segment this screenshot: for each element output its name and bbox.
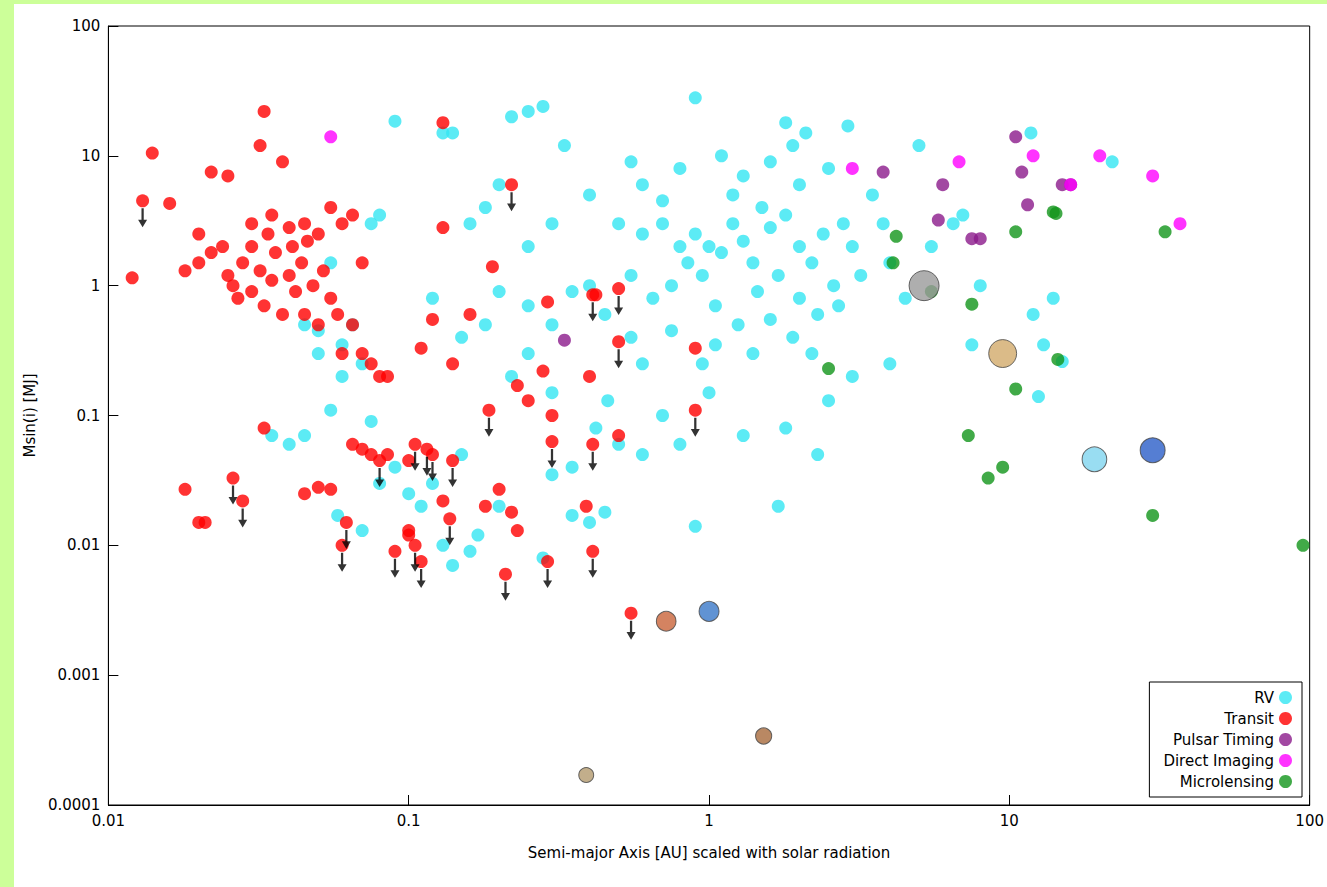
svg-text:100: 100 (1295, 812, 1324, 830)
svg-text:Msin(i) [MJ]: Msin(i) [MJ] (21, 373, 39, 457)
svg-text:Pulsar Timing: Pulsar Timing (1173, 731, 1274, 749)
svg-text:10: 10 (1000, 812, 1019, 830)
svg-text:Direct Imaging: Direct Imaging (1163, 752, 1274, 770)
svg-text:1: 1 (704, 812, 714, 830)
svg-text:10: 10 (81, 147, 100, 165)
svg-text:0.1: 0.1 (77, 407, 101, 425)
svg-text:0.01: 0.01 (92, 812, 125, 830)
svg-text:Semi-major Axis [AU] scaled wi: Semi-major Axis [AU] scaled with solar r… (528, 844, 890, 862)
svg-text:0.001: 0.001 (57, 666, 100, 684)
svg-text:0.1: 0.1 (397, 812, 421, 830)
svg-text:0.01: 0.01 (67, 536, 100, 554)
svg-text:0.0001: 0.0001 (47, 796, 101, 814)
svg-text:100: 100 (72, 17, 101, 35)
svg-text:RV: RV (1254, 689, 1275, 707)
svg-text:Microlensing: Microlensing (1180, 773, 1274, 791)
svg-text:1: 1 (91, 277, 101, 295)
svg-text:Transit: Transit (1223, 710, 1274, 728)
